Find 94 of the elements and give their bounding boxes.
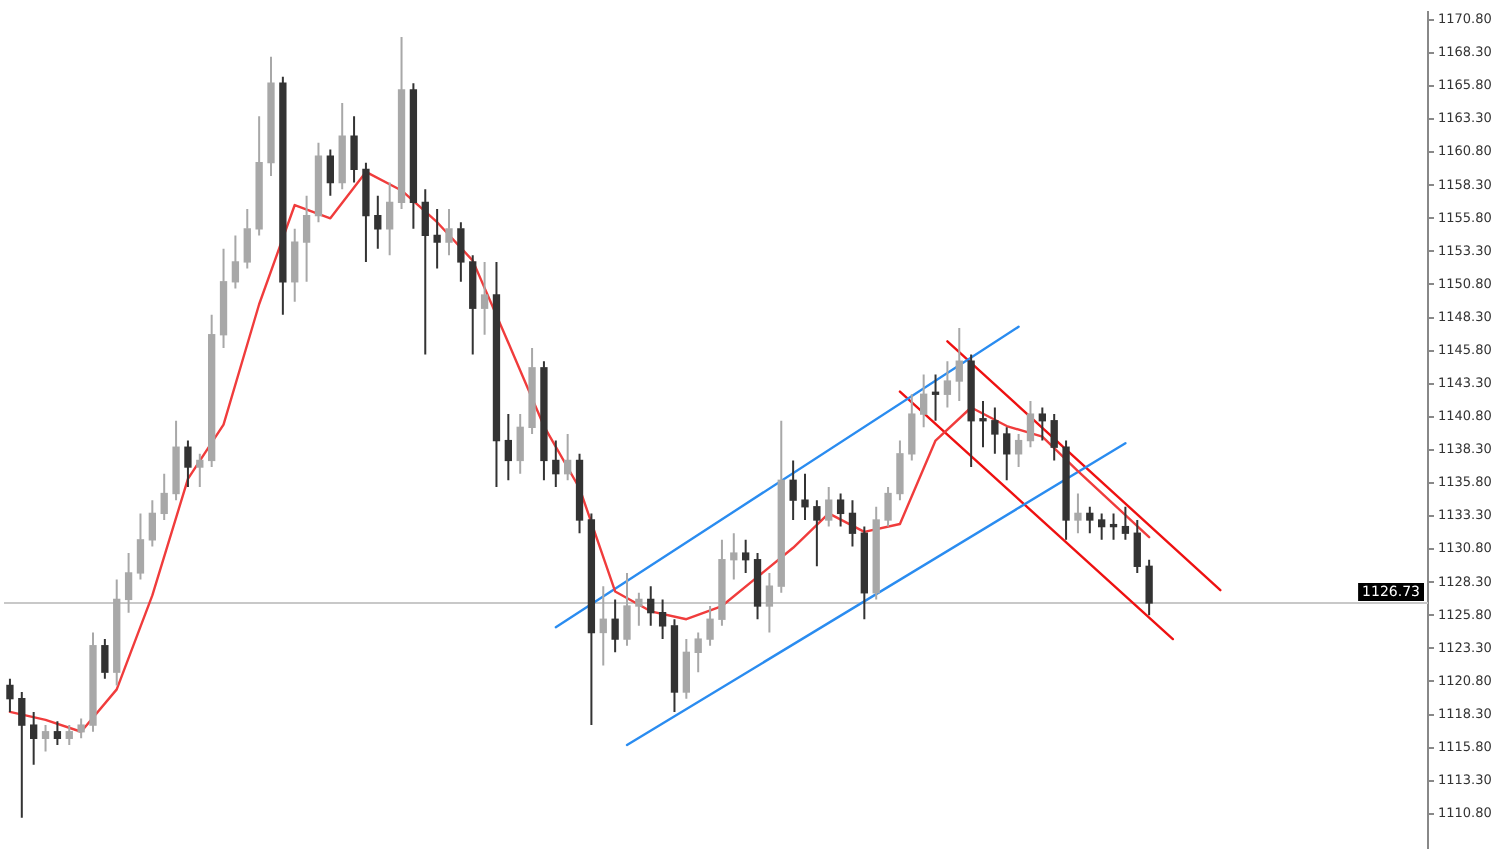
- candlestick: [836, 492, 845, 528]
- candlestick: [1003, 426, 1011, 482]
- candlestick: [516, 413, 524, 475]
- candlestick: [575, 452, 584, 535]
- candlestick: [920, 373, 928, 429]
- candlestick: [421, 188, 429, 356]
- candlestick: [540, 360, 548, 482]
- candlestick: [338, 102, 346, 191]
- candlestick: [243, 207, 251, 270]
- candlestick: [480, 260, 489, 336]
- candlestick: [184, 439, 192, 488]
- candlestick: [326, 148, 334, 197]
- candlestick: [991, 406, 999, 455]
- candlestick: [753, 552, 762, 621]
- candlestick: [860, 525, 868, 621]
- candlestick: [908, 393, 916, 462]
- candlestick: [872, 505, 880, 601]
- candlestick: [528, 346, 536, 435]
- candlestick: [41, 724, 50, 753]
- candlestick: [231, 234, 240, 290]
- candlestick: [647, 585, 655, 627]
- candlestick: [101, 638, 109, 680]
- candlestick: [255, 115, 263, 237]
- candlestick: [136, 512, 145, 581]
- candlestick: [362, 161, 370, 263]
- candlestick: [552, 439, 560, 488]
- candlestick: [1133, 518, 1141, 574]
- candlestick: [1014, 432, 1023, 469]
- candlestick: [219, 247, 228, 349]
- candlestick: [386, 181, 394, 257]
- candlestick: [1026, 399, 1035, 449]
- candlestick: [124, 552, 133, 614]
- candlestick: [825, 485, 833, 528]
- candlestick: [611, 598, 619, 654]
- candlestick: [682, 638, 690, 700]
- candlestick: [291, 227, 299, 303]
- candlestick: [694, 631, 702, 674]
- candlestick: [1086, 505, 1094, 535]
- candlestick: [6, 677, 14, 713]
- candlestick: [658, 598, 667, 641]
- candlestick: [1062, 439, 1070, 541]
- candlestick: [1074, 492, 1082, 535]
- candlestick: [314, 141, 323, 224]
- candlestick: [469, 254, 477, 356]
- candlestick: [765, 571, 774, 634]
- candlestick: [896, 439, 904, 502]
- candlestick: [635, 591, 643, 627]
- candlestick: [148, 499, 156, 548]
- candlestick: [113, 578, 121, 687]
- candlestick: [587, 512, 596, 727]
- candlestick: [160, 472, 168, 521]
- candlestick: [623, 571, 631, 647]
- candlestick: [1038, 406, 1046, 442]
- candlestick: [196, 452, 204, 488]
- candlestick: [599, 585, 607, 667]
- candlestick: [397, 35, 406, 210]
- candlestick: [1050, 413, 1058, 462]
- candlestick: [955, 327, 963, 402]
- candlestick: [445, 207, 453, 257]
- candlestick: [670, 618, 679, 713]
- candlestick: [30, 710, 38, 766]
- candlestick: [302, 194, 311, 283]
- candlestick: [848, 499, 857, 548]
- candlestick: [374, 194, 382, 250]
- candlestick: [492, 260, 501, 488]
- candlestick: [267, 55, 275, 177]
- candlestick: [884, 485, 892, 528]
- candlestick: [730, 532, 738, 581]
- candlestick: [801, 472, 809, 521]
- candlestick: [943, 360, 952, 409]
- candlestick: [742, 538, 750, 574]
- candlestick: [89, 631, 97, 733]
- candlestick: [1098, 512, 1106, 541]
- candlestick: [813, 499, 821, 568]
- candlestick: [18, 691, 26, 819]
- candlestick: [208, 313, 216, 469]
- candlestick: [53, 720, 62, 746]
- candlestick: [967, 353, 975, 469]
- candlestick: [504, 413, 512, 482]
- candlestick: [457, 221, 465, 283]
- candlestick: [789, 459, 797, 521]
- candlestick: [279, 75, 287, 316]
- candlestick: [350, 115, 358, 184]
- candlestick: [1145, 558, 1153, 617]
- candlestick: [1121, 505, 1130, 541]
- candlestick: [777, 419, 785, 594]
- candlestick: [564, 432, 572, 482]
- candlestick: [172, 419, 180, 502]
- candlestick: [718, 538, 726, 627]
- candlestick: [433, 207, 441, 270]
- candlestick: [409, 82, 418, 230]
- candlestick: [77, 717, 85, 740]
- candlestick: [706, 605, 714, 647]
- candlestick: [65, 724, 73, 746]
